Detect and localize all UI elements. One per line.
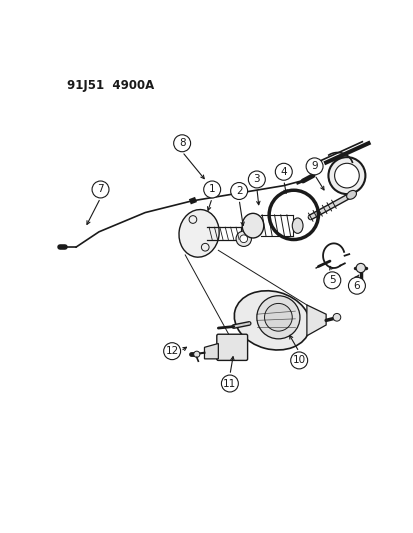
Circle shape [290, 352, 307, 369]
Circle shape [173, 135, 190, 152]
Ellipse shape [292, 218, 302, 233]
Text: 7: 7 [97, 184, 104, 195]
Circle shape [275, 163, 292, 180]
Circle shape [248, 171, 265, 188]
Circle shape [323, 272, 340, 289]
Ellipse shape [178, 209, 218, 257]
Circle shape [92, 181, 109, 198]
Ellipse shape [234, 291, 309, 350]
Circle shape [189, 216, 196, 223]
Text: 5: 5 [328, 276, 335, 285]
Circle shape [355, 263, 365, 273]
Circle shape [264, 303, 292, 331]
Ellipse shape [346, 190, 356, 199]
Text: 3: 3 [253, 174, 259, 184]
Circle shape [332, 313, 340, 321]
Text: 2: 2 [235, 186, 242, 196]
Circle shape [193, 351, 199, 357]
Ellipse shape [242, 213, 263, 238]
Text: 11: 11 [223, 378, 236, 389]
Polygon shape [204, 343, 218, 359]
Text: 9: 9 [311, 161, 317, 172]
Circle shape [348, 277, 365, 294]
Circle shape [328, 157, 365, 194]
Circle shape [230, 182, 247, 199]
Circle shape [305, 158, 322, 175]
Text: 8: 8 [178, 138, 185, 148]
Text: 12: 12 [165, 346, 178, 356]
Circle shape [221, 375, 238, 392]
Circle shape [163, 343, 180, 360]
FancyBboxPatch shape [216, 334, 247, 360]
Circle shape [235, 231, 251, 246]
Polygon shape [306, 305, 325, 336]
Text: 10: 10 [292, 356, 305, 366]
Text: 6: 6 [353, 281, 359, 290]
Circle shape [201, 244, 209, 251]
Circle shape [334, 163, 358, 188]
Circle shape [239, 235, 247, 243]
Text: 4: 4 [280, 167, 286, 177]
Circle shape [203, 181, 220, 198]
Circle shape [256, 296, 299, 339]
Text: 1: 1 [208, 184, 215, 195]
Text: 91J51  4900A: 91J51 4900A [66, 79, 154, 92]
